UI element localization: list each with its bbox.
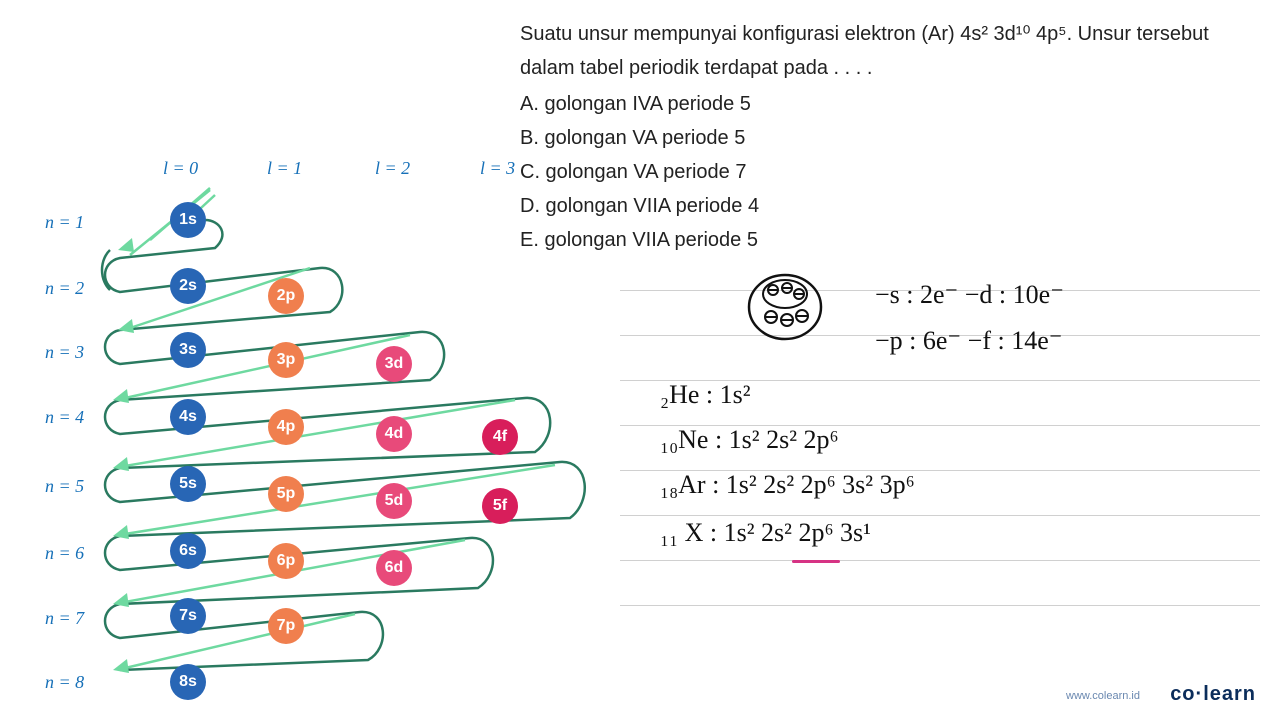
orbital-3s: 3s (170, 332, 206, 368)
orbital-3p: 3p (268, 342, 304, 378)
orbital-4f: 4f (482, 419, 518, 455)
aufbau-diagram: l = 0 l = 1 l = 2 l = 3 n = 1 n = 2 n = 3 n = 4… (0, 0, 610, 720)
ruled-line (620, 515, 1260, 516)
note-p-f: −p : 6e⁻ −f : 14e⁻ (875, 326, 1062, 356)
orbital-3d: 3d (376, 346, 412, 382)
l-label: l = 3 (480, 158, 515, 179)
option-c: C. golongan VA periode 7 (520, 156, 1270, 188)
n-label: n = 5 (45, 476, 84, 497)
config-ar: ₁₈Ar : 1s² 2s² 2p⁶ 3s² 3p⁶ (660, 470, 915, 500)
orbital-7s: 7s (170, 598, 206, 634)
l-label: l = 0 (163, 158, 198, 179)
orbital-5p: 5p (268, 476, 304, 512)
orbital-5d: 5d (376, 483, 412, 519)
orbital-7p: 7p (268, 608, 304, 644)
n-label: n = 7 (45, 608, 84, 629)
site-url: www.colearn.id (1066, 690, 1140, 702)
question-line2: dalam tabel periodik terdapat pada . . .… (520, 52, 1270, 84)
orbital-2s: 2s (170, 268, 206, 304)
orbital-6d: 6d (376, 550, 412, 586)
orbital-4s: 4s (170, 399, 206, 435)
option-a: A. golongan IVA periode 5 (520, 88, 1270, 120)
ruled-line (620, 605, 1260, 606)
option-e: E. golongan VIIA periode 5 (520, 224, 1270, 256)
orbital-5s: 5s (170, 466, 206, 502)
red-underline (792, 560, 840, 563)
orbital-5f: 5f (482, 488, 518, 524)
option-b: B. golongan VA periode 5 (520, 122, 1270, 154)
n-label: n = 6 (45, 543, 84, 564)
brand-logo-text: co·learn (1170, 683, 1256, 705)
n-label: n = 3 (45, 342, 84, 363)
l-label: l = 2 (375, 158, 410, 179)
aufbau-paths (0, 0, 610, 720)
ruled-line (620, 560, 1260, 561)
atom-sketch-icon (745, 272, 825, 342)
config-he: ₂He : 1s² (660, 380, 751, 410)
orbital-6p: 6p (268, 543, 304, 579)
l-label: l = 1 (267, 158, 302, 179)
handwriting-panel: −s : 2e⁻ −d : 10e⁻ −p : 6e⁻ −f : 14e⁻ ₂H… (620, 270, 1260, 610)
question-line1: Suatu unsur mempunyai konfigurasi elektr… (520, 18, 1270, 50)
orbital-4p: 4p (268, 409, 304, 445)
n-label: n = 8 (45, 672, 84, 693)
question-block: Suatu unsur mempunyai konfigurasi elektr… (520, 18, 1270, 258)
n-label: n = 4 (45, 407, 84, 428)
config-x: ₁₁ X : 1s² 2s² 2p⁶ 3s¹ (660, 518, 871, 548)
options-list: A. golongan IVA periode 5 B. golongan VA… (520, 88, 1270, 256)
orbital-2p: 2p (268, 278, 304, 314)
option-d: D. golongan VIIA periode 4 (520, 190, 1270, 222)
config-ne: ₁₀Ne : 1s² 2s² 2p⁶ (660, 425, 839, 455)
n-label: n = 1 (45, 212, 84, 233)
note-s-d: −s : 2e⁻ −d : 10e⁻ (875, 280, 1064, 310)
orbital-4d: 4d (376, 416, 412, 452)
orbital-1s: 1s (170, 202, 206, 238)
brand-logo: co·learn (1170, 683, 1256, 706)
n-label: n = 2 (45, 278, 84, 299)
orbital-8s: 8s (170, 664, 206, 700)
orbital-6s: 6s (170, 533, 206, 569)
